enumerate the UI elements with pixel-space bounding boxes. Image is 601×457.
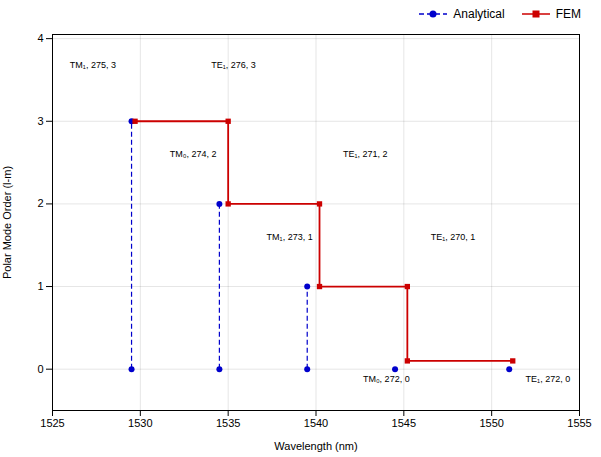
svg-text:1525: 1525 (40, 417, 64, 429)
svg-text:1530: 1530 (128, 417, 152, 429)
svg-text:1: 1 (37, 280, 43, 292)
html-text:Analytical: Analytical (453, 7, 505, 21)
html-text:FEM: FEM (555, 7, 581, 21)
svg-text:TE₁, 272, 0: TE₁, 272, 0 (526, 374, 571, 384)
svg-text:TM₀, 272, 0: TM₀, 272, 0 (363, 374, 410, 384)
svg-text:1545: 1545 (392, 417, 416, 429)
svg-text:Polar Mode Order (l-m): Polar Mode Order (l-m) (1, 166, 13, 279)
svg-text:1535: 1535 (216, 417, 240, 429)
svg-text:Wavelength (nm): Wavelength (nm) (274, 440, 357, 452)
svg-text:1555: 1555 (567, 417, 591, 429)
svg-text:0: 0 (37, 363, 43, 375)
svg-text:TE₁, 271, 2: TE₁, 271, 2 (343, 149, 388, 159)
svg-text:4: 4 (37, 32, 43, 44)
svg-text:3: 3 (37, 115, 43, 127)
svg-text:TM₁, 273, 1: TM₁, 273, 1 (267, 232, 313, 242)
svg-text:1540: 1540 (304, 417, 328, 429)
svg-text:TE₁, 270, 1: TE₁, 270, 1 (431, 232, 476, 242)
svg-text:2: 2 (37, 197, 43, 209)
svg-text:TM₀, 274, 2: TM₀, 274, 2 (170, 149, 217, 159)
svg-text:TE₁, 276, 3: TE₁, 276, 3 (211, 60, 256, 70)
svg-text:TM₁, 275, 3: TM₁, 275, 3 (70, 60, 116, 70)
svg-text:1550: 1550 (479, 417, 503, 429)
